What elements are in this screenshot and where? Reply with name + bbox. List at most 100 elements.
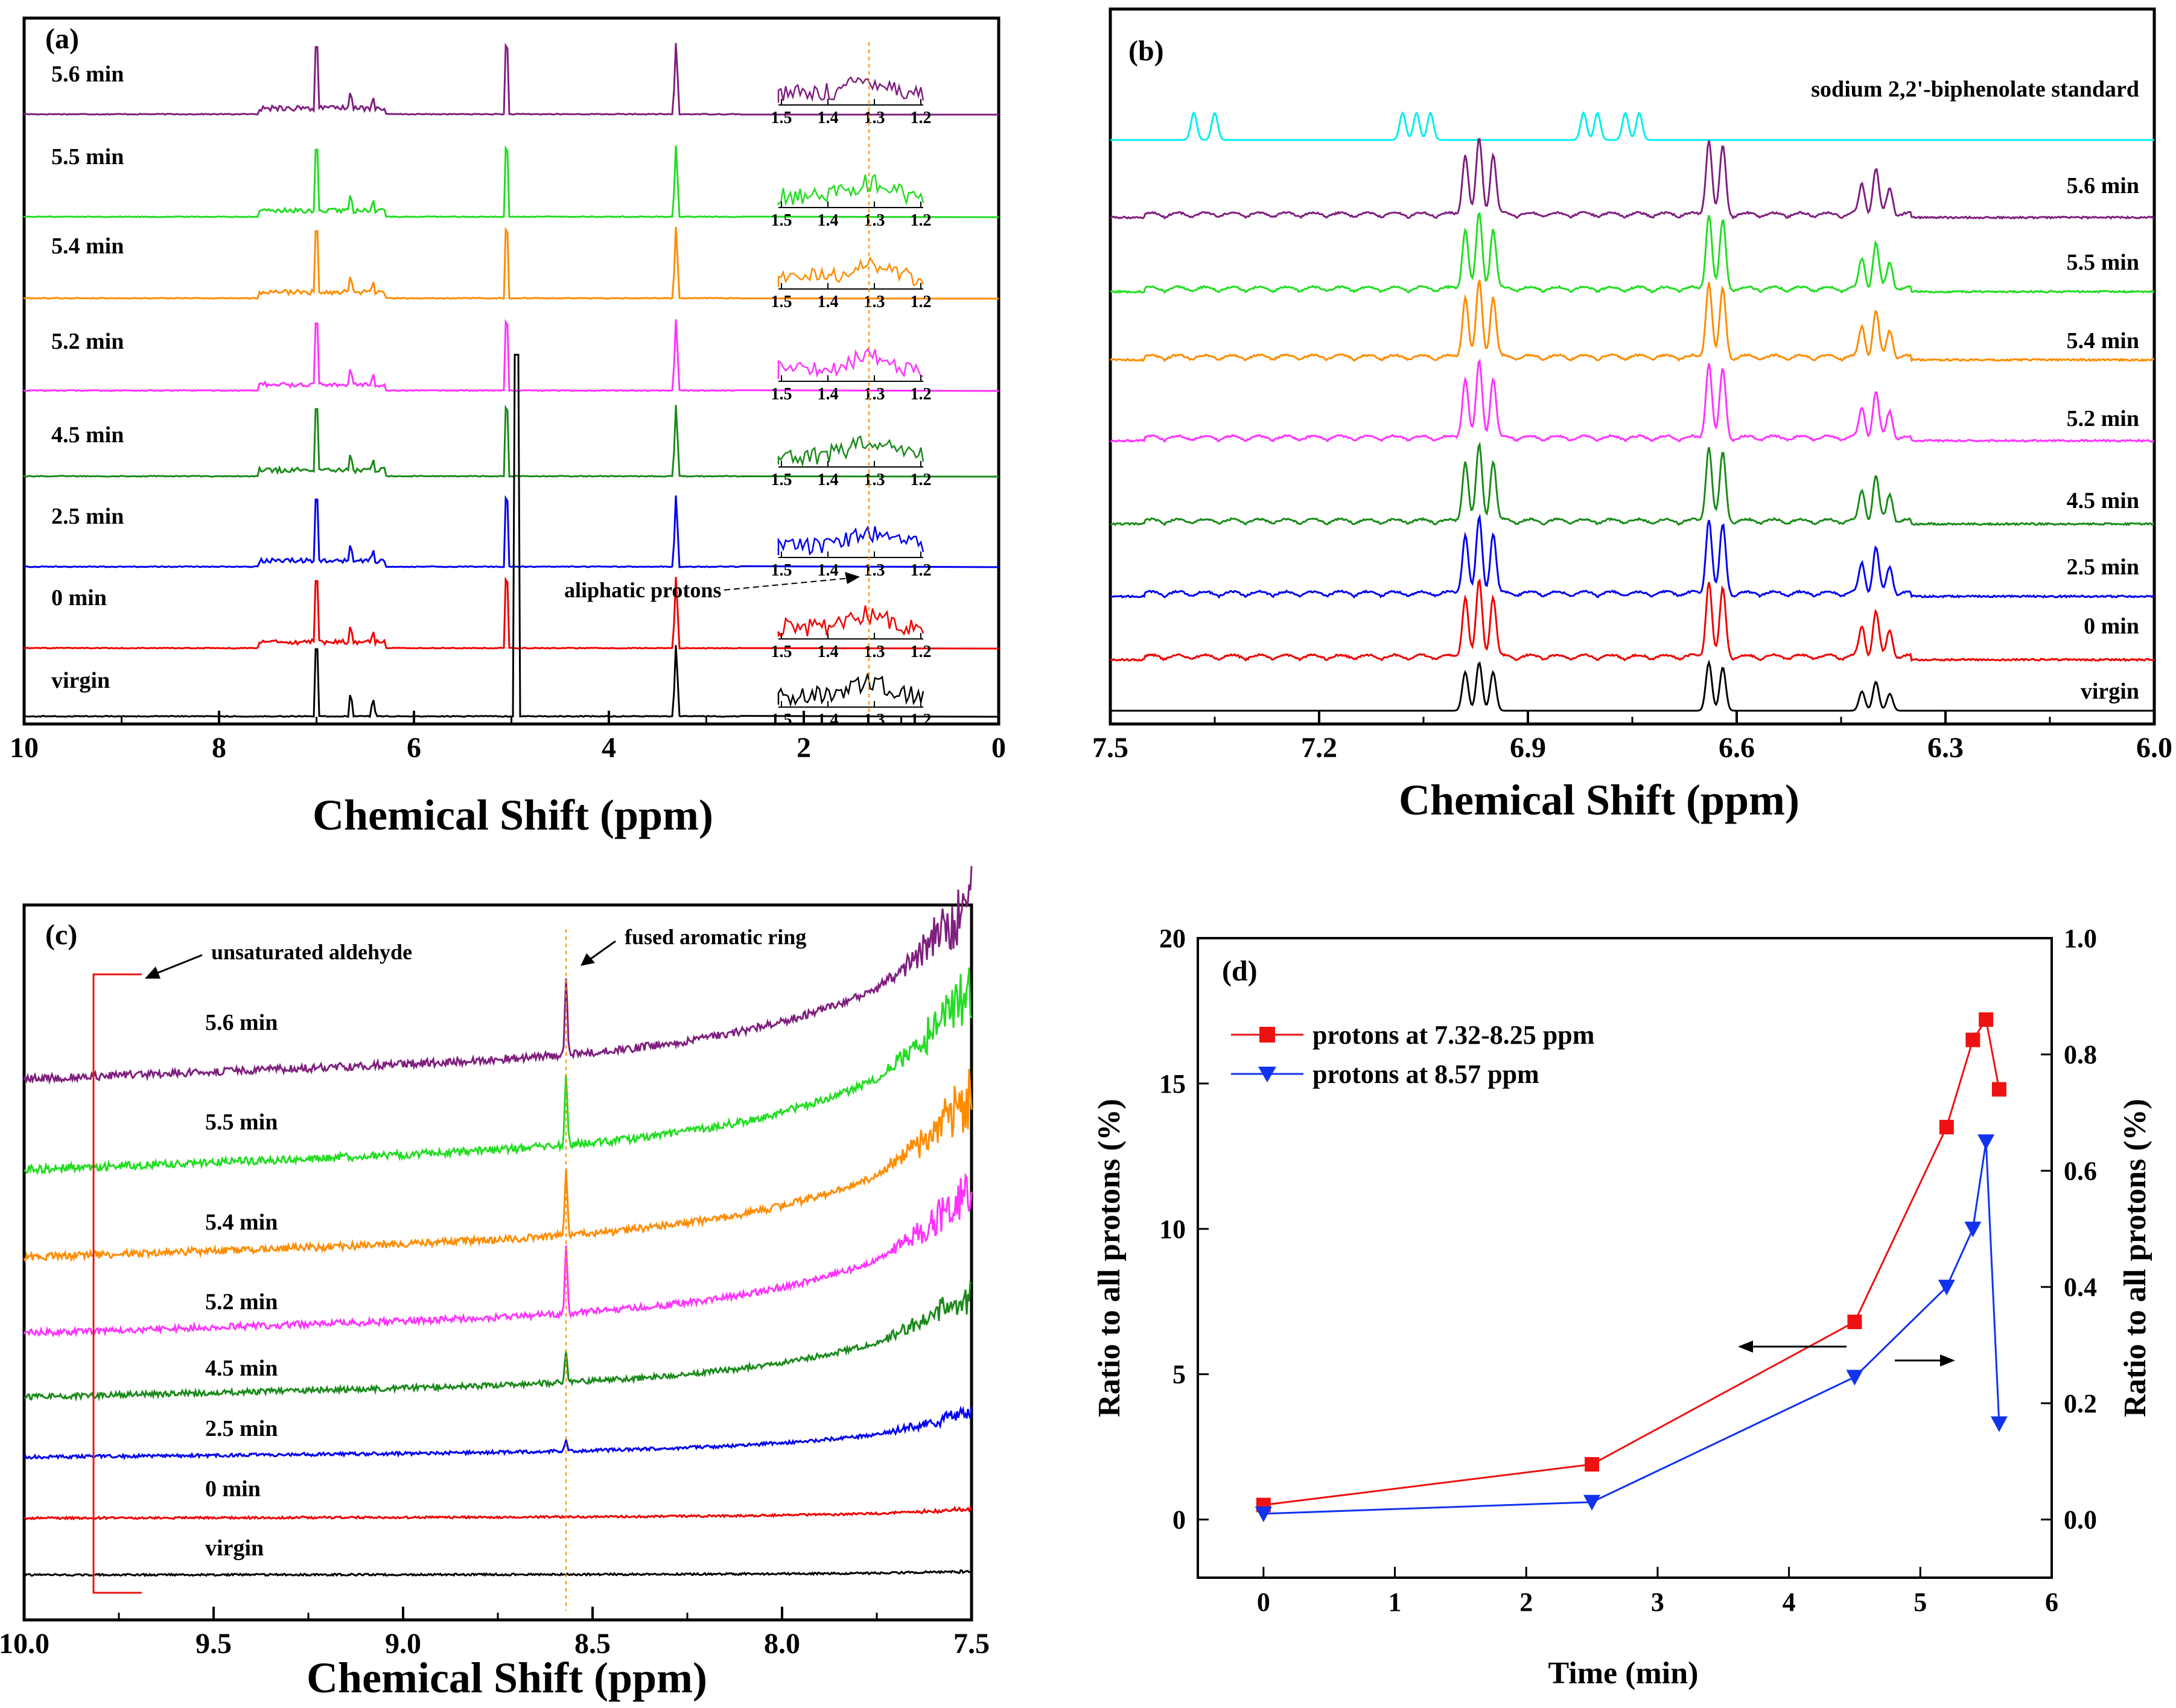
panel-d-point-square <box>1585 1457 1600 1472</box>
panel-c-row-label: 5.2 min <box>205 1289 278 1315</box>
panel-b-trace <box>1110 138 2155 220</box>
panel-a-x-tick-label: 6 <box>407 732 421 764</box>
panel-b-trace <box>1110 212 2155 294</box>
panel-b-frame <box>1109 7 2156 726</box>
panel-a-x-axis: 10 8 6 4 2 0 <box>10 711 1006 764</box>
panel-d-y-tick-label-left: 15 <box>1159 1069 1186 1099</box>
panel-a-annotation: aliphatic protons <box>564 578 721 602</box>
panel-b-trace <box>1110 358 2155 443</box>
panel-c-annotation-fused: fused aromatic ring <box>625 925 806 949</box>
left-axis-arrowhead <box>1738 1341 1753 1353</box>
panel-c-trace <box>24 1280 972 1402</box>
panel-c-row-label: 2.5 min <box>205 1416 278 1441</box>
panel-d-y-tick-label-left: 20 <box>1159 924 1186 953</box>
panel-a-inset-trace <box>777 76 924 103</box>
panel-a-inset-tick-label: 1.5 <box>771 385 792 404</box>
panel-b-trace <box>1110 578 2155 662</box>
panel-b-traces <box>1109 111 2155 712</box>
panel-d-axes: 0 1 2 3 4 5 6 0 5 10 15 20 0.0 0.2 0.4 0.6 0.8 1.0 <box>1159 924 2097 1617</box>
panel-c-annotation-aldehyde: unsaturated aldehyde <box>211 940 412 964</box>
panel-b-trace <box>1109 279 2154 363</box>
panel-b-row-label: 4.5 min <box>2067 488 2139 513</box>
panel-d-x-tick-label: 6 <box>2045 1587 2058 1617</box>
panel-b-x-tick-label: 6.6 <box>1719 732 1755 764</box>
panel-d-y-tick-label-left: 10 <box>1159 1214 1186 1244</box>
panel-d-point-triangle <box>1583 1494 1601 1511</box>
panel-d-point-square <box>1979 1012 1994 1027</box>
panel-a-x-tick-label: 4 <box>602 732 616 764</box>
panel-d-y-tick-label-right: 1.0 <box>2064 924 2097 953</box>
panel-a-inset-tick-label: 1.3 <box>864 711 885 729</box>
panel-d-y-tick-label-right: 0.6 <box>2064 1156 2097 1186</box>
panel-b-trace <box>1110 659 2154 712</box>
panel-c-trace <box>24 1505 973 1521</box>
panel-a-trace <box>23 226 999 300</box>
panel-d-series-line <box>1263 1017 2000 1506</box>
panel-c-x-tick-label: 8.5 <box>574 1628 611 1660</box>
panel-b-x-tick-label: 6.0 <box>2136 732 2172 764</box>
panel-a-inset-trace <box>777 348 924 379</box>
panel-b-x-tick-label: 6.9 <box>1510 732 1546 764</box>
panel-d-series-line <box>1263 1141 2000 1515</box>
panel-b-label: (b) <box>1128 35 1164 67</box>
legend-marker-triangle <box>1258 1067 1276 1082</box>
legend-marker-square <box>1259 1027 1275 1043</box>
panel-b-row-label: 5.5 min <box>2067 250 2139 275</box>
panel-a-inset-tick-label: 1.2 <box>911 471 932 489</box>
panel-d-point-square <box>1991 1082 2006 1097</box>
panel-d-y-tick-label-right: 0.8 <box>2064 1040 2097 1070</box>
panel-b-trace <box>1110 111 2154 141</box>
panel-c-row-label: 5.5 min <box>205 1110 278 1135</box>
legend-entry-1: protons at 7.32-8.25 ppm <box>1312 1020 1594 1050</box>
panel-d-y-tick-label-left: 0 <box>1172 1505 1186 1535</box>
panel-d-frame <box>1197 937 2053 1579</box>
panel-a-inset-tick-label: 1.3 <box>864 471 885 489</box>
panel-a-trace <box>23 404 999 478</box>
panel-a-inset-tick-label: 1.4 <box>818 471 839 489</box>
panel-d-y-tick-label-left: 5 <box>1172 1360 1186 1389</box>
panel-b-x-axis: 7.5 7.2 6.9 6.6 6.3 6.0 <box>1092 711 2172 764</box>
panel-a-inset-tick-label: 1.2 <box>911 711 932 729</box>
panel-a-inset-tick-label: 1.5 <box>771 293 792 311</box>
panel-d-x-tick-label: 0 <box>1257 1587 1270 1617</box>
panel-a-inset-trace <box>777 605 924 638</box>
panel-a-x-tick-label: 8 <box>212 732 226 764</box>
panel-a-row-label: 5.4 min <box>51 233 124 259</box>
panel-d-legend: protons at 7.32-8.25 ppm protons at 8.57… <box>1231 1020 1594 1089</box>
panel-c-fused-arrow <box>588 940 616 962</box>
panel-a-inset-trace <box>777 435 924 468</box>
panel-d-x-tick-label: 2 <box>1519 1587 1533 1617</box>
panel-c-x-tick-label: 8.0 <box>764 1628 800 1660</box>
panel-c-aldehyde-arrowhead <box>145 967 161 979</box>
panel-a-inset-tick-label: 1.4 <box>818 109 839 127</box>
panel-a-trace <box>23 42 999 116</box>
panel-c-frame <box>22 903 973 1622</box>
panel-d-x-tick-label: 3 <box>1651 1587 1664 1617</box>
panel-a: (a) 5.6 min 5.5 min 5.4 min 5.2 min 4.5 min 2… <box>10 16 1006 839</box>
panel-d-point-triangle <box>1846 1370 1863 1386</box>
panel-a-annotation-arrowhead <box>845 572 860 584</box>
panel-a-insets: 1.5 1.4 1.3 1.2 1.5 1.4 1.3 1.2 1.5 1.4 1.3 1.2 1.5 1… <box>771 76 932 729</box>
panel-b-trace <box>1110 441 2155 527</box>
panel-a-traces <box>23 42 999 719</box>
panel-a-inset-tick-label: 1.5 <box>771 471 792 489</box>
panel-a-inset-trace <box>777 256 924 287</box>
panel-c-trace <box>23 1172 973 1338</box>
panel-d-label: (d) <box>1222 955 1258 987</box>
panel-a-row-label: virgin <box>51 668 110 693</box>
panel-a-x-tick-label: 0 <box>991 732 1006 764</box>
panel-d-y-title-right: Ratio to all protons (%) <box>2118 1099 2152 1417</box>
panel-c: (c) 5.6 min 5.5 min 5.4 min 5.2 min 4.5 min 2… <box>0 866 990 1702</box>
panel-a-annotation-arrow <box>724 577 851 591</box>
panel-c-trace <box>23 866 973 1085</box>
panel-d-y-tick-label-right: 0.0 <box>2064 1505 2097 1535</box>
panel-d-point-square <box>1847 1315 1862 1329</box>
panel-b-row-label: 5.4 min <box>2067 328 2139 354</box>
panel-c-row-label: virgin <box>205 1535 264 1561</box>
panel-a-inset-tick-label: 1.5 <box>771 211 792 230</box>
panel-d-point-triangle <box>1977 1134 1995 1151</box>
panel-a-inset-trace <box>777 173 924 207</box>
panel-a-label: (a) <box>45 23 79 55</box>
panel-d-point-triangle <box>1938 1280 1955 1296</box>
panel-a-inset-tick-label: 1.3 <box>864 211 885 230</box>
